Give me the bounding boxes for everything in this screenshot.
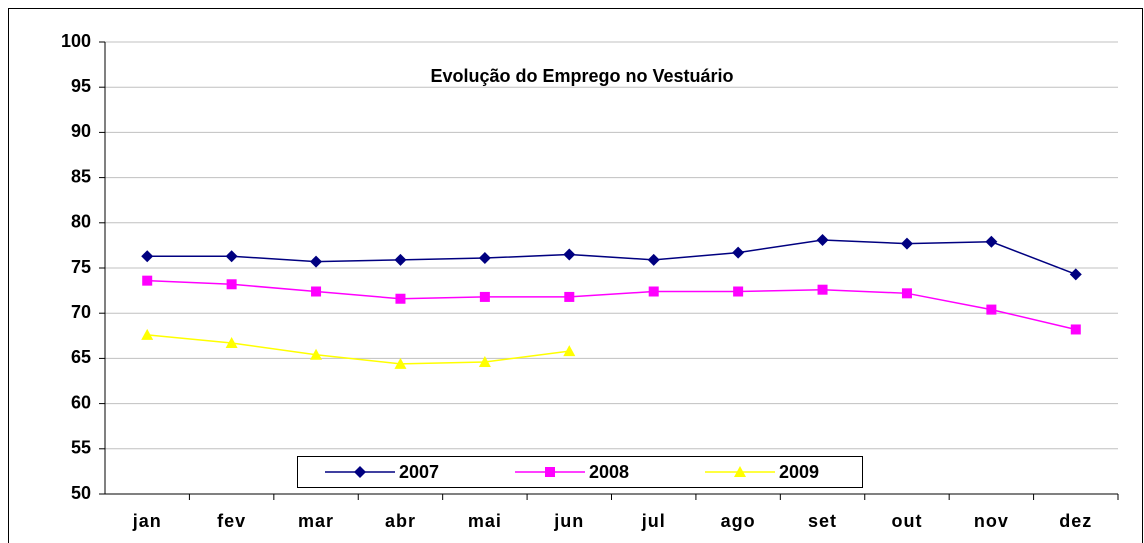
x-tick-label: jun xyxy=(553,511,584,531)
y-tick-label: 90 xyxy=(71,121,91,141)
marker xyxy=(733,286,744,297)
y-tick-label: 85 xyxy=(71,166,91,186)
marker xyxy=(563,345,576,357)
marker xyxy=(647,253,660,266)
marker xyxy=(310,348,323,360)
x-tick-label: fev xyxy=(217,511,246,531)
y-tick-label: 70 xyxy=(71,302,91,322)
y-tick-label: 50 xyxy=(71,483,91,503)
marker xyxy=(478,356,491,368)
x-tick-label: out xyxy=(891,511,922,531)
y-tick-label: 95 xyxy=(71,76,91,96)
marker xyxy=(901,288,912,299)
marker xyxy=(354,466,366,478)
x-tick-label: dez xyxy=(1059,511,1092,531)
y-tick-label: 55 xyxy=(71,438,91,458)
marker xyxy=(985,235,998,248)
marker xyxy=(311,286,322,297)
marker xyxy=(900,237,913,250)
x-tick-label: mar xyxy=(298,511,334,531)
marker xyxy=(1069,268,1082,281)
x-tick-label: mai xyxy=(468,511,502,531)
legend-label: 2008 xyxy=(589,462,629,482)
marker xyxy=(225,250,238,263)
marker xyxy=(310,255,323,268)
x-tick-label: nov xyxy=(974,511,1009,531)
x-tick-label: jan xyxy=(132,511,162,531)
marker xyxy=(816,233,829,246)
marker xyxy=(648,286,659,297)
series-line xyxy=(147,279,1076,331)
y-tick-label: 80 xyxy=(71,212,91,232)
marker xyxy=(142,275,153,286)
marker xyxy=(1070,324,1081,335)
y-tick-label: 100 xyxy=(61,31,91,51)
marker xyxy=(479,291,490,302)
marker xyxy=(563,248,576,261)
x-tick-label: jul xyxy=(641,511,666,531)
marker xyxy=(734,466,746,477)
x-tick-label: set xyxy=(808,511,837,531)
marker xyxy=(564,291,575,302)
y-tick-label: 60 xyxy=(71,392,91,412)
legend-label: 2009 xyxy=(779,462,819,482)
chart-border xyxy=(8,8,1143,543)
y-tick-label: 75 xyxy=(71,257,91,277)
series-line xyxy=(147,239,1077,276)
marker xyxy=(732,246,745,259)
marker xyxy=(817,284,828,295)
legend-label: 2007 xyxy=(399,462,439,482)
marker xyxy=(986,304,997,315)
x-tick-label: ago xyxy=(721,511,756,531)
marker xyxy=(545,467,555,477)
series-line xyxy=(147,334,570,365)
marker xyxy=(478,252,491,265)
marker xyxy=(394,253,407,266)
marker xyxy=(395,293,406,304)
marker xyxy=(225,337,238,349)
marker xyxy=(141,328,154,340)
x-tick-label: abr xyxy=(385,511,416,531)
marker xyxy=(226,279,237,290)
chart-title: Evolução do Emprego no Vestuário xyxy=(430,66,733,86)
marker xyxy=(141,250,154,263)
marker xyxy=(394,357,407,369)
y-tick-label: 65 xyxy=(71,347,91,367)
